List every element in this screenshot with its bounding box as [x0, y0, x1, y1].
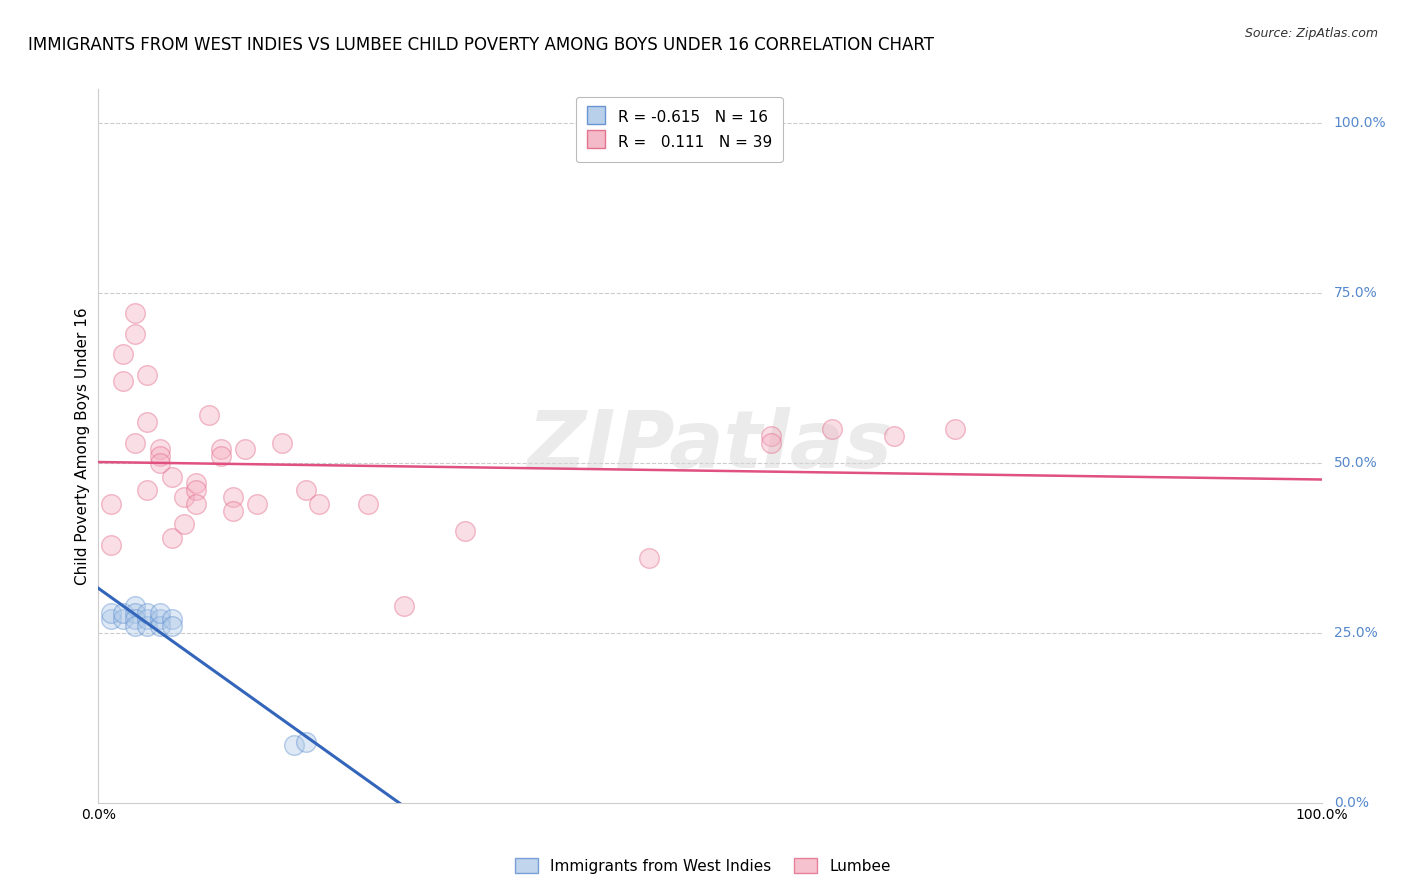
Text: ZIPatlas: ZIPatlas: [527, 407, 893, 485]
Point: [186, 476, 208, 491]
Point: [222, 503, 245, 517]
Point: [821, 422, 844, 436]
Point: [149, 612, 172, 626]
Point: [759, 435, 782, 450]
Point: [100, 606, 122, 620]
Point: [246, 497, 269, 511]
Point: [111, 612, 134, 626]
Text: 75.0%: 75.0%: [1334, 286, 1378, 300]
Point: [124, 599, 146, 613]
Point: [270, 435, 292, 450]
Text: 25.0%: 25.0%: [1334, 626, 1378, 640]
Point: [392, 599, 416, 613]
Text: 50.0%: 50.0%: [1334, 456, 1378, 470]
Point: [283, 738, 305, 752]
Point: [209, 442, 232, 457]
Point: [136, 606, 159, 620]
Point: [136, 612, 159, 626]
Point: [124, 326, 146, 341]
Point: [160, 531, 183, 545]
Text: Source: ZipAtlas.com: Source: ZipAtlas.com: [1244, 27, 1378, 40]
Point: [149, 606, 172, 620]
Point: [222, 490, 245, 504]
Point: [209, 449, 232, 463]
Point: [308, 497, 330, 511]
Point: [149, 442, 172, 457]
Point: [124, 606, 146, 620]
Legend: Immigrants from West Indies, Lumbee: Immigrants from West Indies, Lumbee: [509, 852, 897, 880]
Point: [124, 612, 146, 626]
Point: [759, 429, 782, 443]
Point: [124, 619, 146, 633]
Point: [295, 483, 318, 498]
Point: [124, 306, 146, 320]
Point: [149, 456, 172, 470]
Point: [295, 734, 318, 748]
Point: [124, 435, 146, 450]
Point: [149, 449, 172, 463]
Point: [197, 409, 219, 423]
Point: [160, 619, 183, 633]
Text: IMMIGRANTS FROM WEST INDIES VS LUMBEE CHILD POVERTY AMONG BOYS UNDER 16 CORRELAT: IMMIGRANTS FROM WEST INDIES VS LUMBEE CH…: [28, 36, 934, 54]
Point: [173, 490, 195, 504]
Point: [637, 551, 661, 566]
Point: [356, 497, 378, 511]
Legend: R = -0.615   N = 16, R =   0.111   N = 39: R = -0.615 N = 16, R = 0.111 N = 39: [576, 97, 783, 161]
Point: [111, 347, 134, 361]
Point: [111, 375, 134, 389]
Point: [883, 429, 905, 443]
Point: [100, 537, 122, 551]
Point: [160, 612, 183, 626]
Point: [943, 422, 966, 436]
Point: [186, 483, 208, 498]
Point: [160, 469, 183, 483]
Point: [100, 612, 122, 626]
Text: 0.0%: 0.0%: [1334, 796, 1369, 810]
Point: [111, 606, 134, 620]
Point: [136, 368, 159, 382]
Point: [173, 517, 195, 532]
Point: [136, 619, 159, 633]
Point: [186, 497, 208, 511]
Point: [136, 483, 159, 498]
Y-axis label: Child Poverty Among Boys Under 16: Child Poverty Among Boys Under 16: [75, 307, 90, 585]
Text: 100.0%: 100.0%: [1334, 116, 1386, 130]
Point: [149, 619, 172, 633]
Point: [233, 442, 256, 457]
Point: [136, 415, 159, 429]
Point: [454, 524, 477, 538]
Point: [100, 497, 122, 511]
